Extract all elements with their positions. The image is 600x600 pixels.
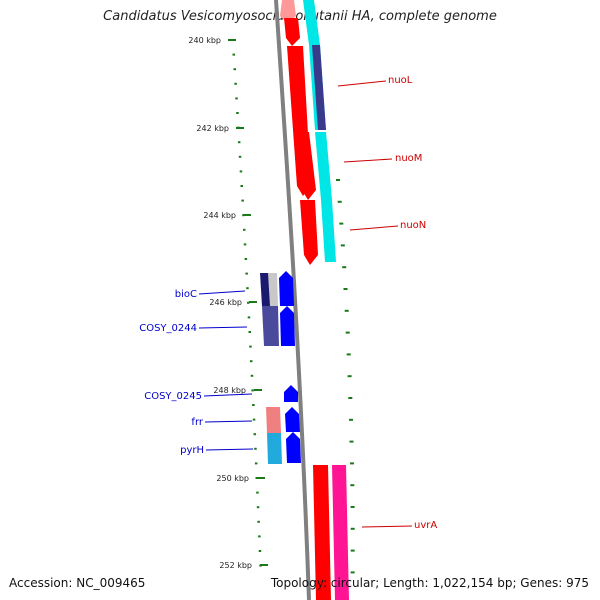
cds-cosy0245 — [284, 385, 298, 402]
label-line-nuoM — [343, 158, 393, 163]
gene-label-uvrA: uvrA — [414, 520, 437, 531]
cds-bioC-pale — [260, 273, 271, 306]
reverse-cds-track — [260, 271, 301, 464]
cds-cosy0244-navy — [262, 306, 279, 346]
tick-label-240: 240 kbp — [188, 36, 221, 45]
tick-label-250: 250 kbp — [216, 474, 249, 483]
gene-label-nuoN: nuoN — [400, 220, 426, 231]
label-line-cosy0245 — [203, 393, 253, 397]
gene-label-cosy0245: COSY_0245 — [144, 391, 202, 402]
label-line-uvrA — [361, 525, 413, 528]
cds-bioC-light — [268, 273, 278, 306]
cds-uvrA — [313, 465, 331, 600]
label-lines — [198, 80, 413, 528]
gene-label-nuoL: nuoL — [388, 75, 413, 86]
label-line-cosy0244 — [198, 326, 248, 329]
tick-label-242: 242 kbp — [196, 124, 229, 133]
cyan-block-top — [303, 0, 320, 45]
cds-frr-pink — [266, 407, 281, 433]
tick-label-246: 246 kbp — [209, 298, 242, 307]
cyan-block-nuoM — [315, 132, 332, 200]
cds-frr — [285, 407, 300, 432]
forward-cds-track — [280, 0, 318, 265]
cds-pyrH — [286, 432, 301, 463]
cds-pyrH-cyan — [267, 433, 282, 464]
gene-label-pyrH: pyrH — [180, 445, 204, 456]
cds-bioC — [279, 271, 294, 306]
label-line-nuoL — [337, 80, 387, 87]
cds-nuoN — [300, 200, 318, 265]
cds-uvrA-magenta — [332, 465, 349, 600]
gene-label-bioC: bioC — [175, 289, 197, 300]
ruler-dashes — [231, 39, 355, 574]
tick-marks — [228, 39, 268, 566]
genome-backbone — [274, 0, 311, 600]
navy-block-nuoL — [312, 45, 326, 130]
label-line-frr — [204, 420, 253, 423]
gene-label-nuoM: nuoM — [395, 153, 422, 164]
gene-label-cosy0244: COSY_0244 — [139, 323, 197, 334]
cds-cosy0244 — [280, 306, 295, 346]
map-title: Candidatus Vesicomyosocius okutanii HA, … — [103, 9, 497, 24]
tick-label-248: 248 kbp — [213, 386, 246, 395]
cyan-block-nuoN — [321, 200, 336, 262]
genome-summary-text: Topology: circular; Length: 1,022,154 bp… — [270, 576, 589, 590]
label-line-nuoN — [349, 225, 399, 231]
uvrA-region — [313, 465, 349, 600]
outer-track-right — [303, 0, 336, 262]
cds-nuoK — [284, 18, 300, 46]
tick-label-244: 244 kbp — [203, 211, 236, 220]
label-line-pyrH — [205, 448, 254, 451]
tick-label-252: 252 kbp — [219, 561, 252, 570]
accession-text: Accession: NC_009465 — [9, 576, 146, 590]
label-line-bioC — [198, 290, 246, 295]
gene-label-frr: frr — [191, 417, 203, 428]
cds-nuoM — [294, 132, 316, 200]
